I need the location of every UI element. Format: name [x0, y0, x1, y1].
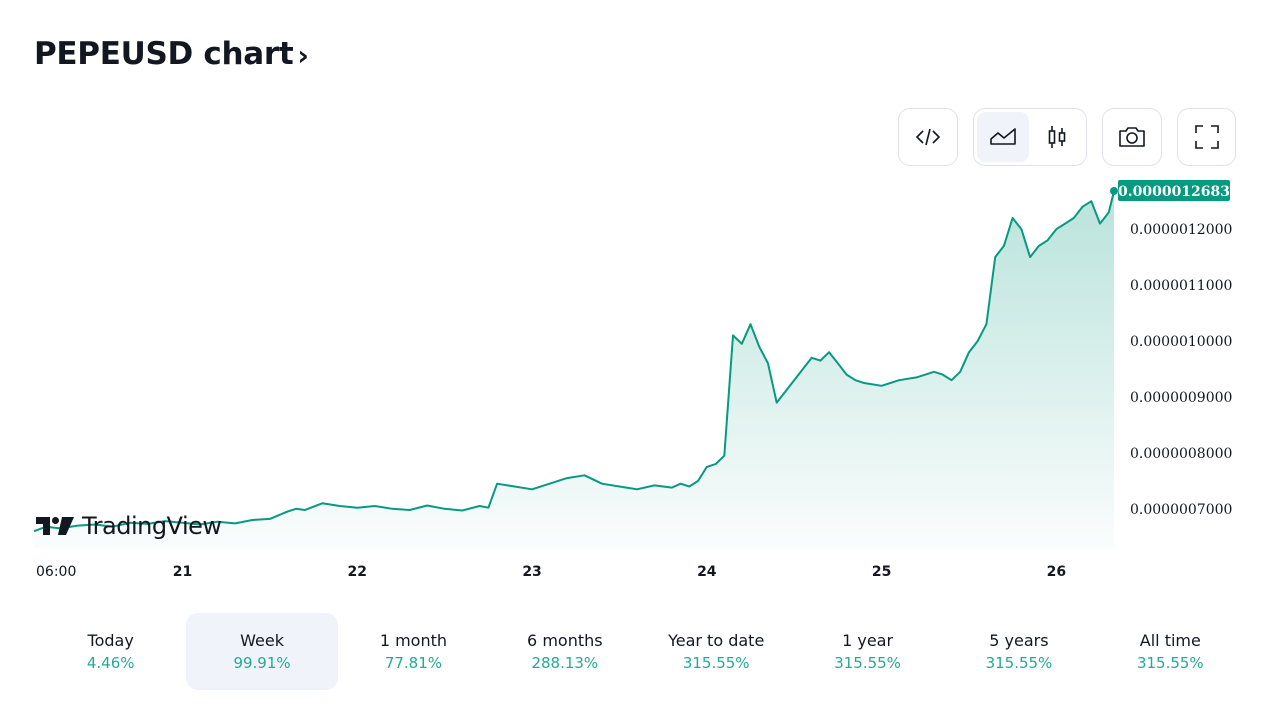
- period-tab[interactable]: Week 99.91%: [186, 613, 338, 690]
- period-label: 6 months: [527, 631, 603, 650]
- area-chart-icon: [990, 128, 1016, 145]
- period-selector: Today 4.46% Week 99.91% 1 month 77.81% 6 month…: [35, 613, 1246, 690]
- period-label: 5 years: [989, 631, 1049, 650]
- period-change: 288.13%: [531, 654, 599, 672]
- period-label: Today: [87, 631, 134, 650]
- y-axis-label: 0.0000008000: [1130, 446, 1232, 462]
- period-label: Week: [240, 631, 284, 650]
- period-tab[interactable]: 5 years 315.55%: [943, 613, 1094, 690]
- y-axis-label: 0.0000007000: [1130, 502, 1232, 518]
- area-chart-button[interactable]: [977, 112, 1029, 162]
- x-axis-label: 06:00: [36, 564, 76, 580]
- x-axis-label: 25: [872, 564, 891, 580]
- y-axis-label: 0.0000010000: [1130, 334, 1232, 350]
- x-axis-label: 26: [1047, 564, 1066, 580]
- last-price-badge: [1118, 179, 1230, 201]
- period-label: All time: [1139, 631, 1201, 650]
- last-price-dot: [1110, 186, 1118, 195]
- period-change: 77.81%: [384, 654, 443, 672]
- y-axis-label: 0.0000012000: [1130, 222, 1232, 238]
- period-label: 1 month: [379, 631, 448, 650]
- last-price-label: 0.0000012683: [1118, 184, 1230, 200]
- candlestick-icon: [1048, 126, 1066, 148]
- y-axis-label: 0.0000011000: [1130, 278, 1232, 294]
- period-change: 315.55%: [682, 654, 750, 672]
- x-axis-label: 21: [173, 564, 192, 580]
- fullscreen-icon: [1194, 125, 1219, 149]
- tradingview-logo-icon: [36, 517, 74, 535]
- period-label: 1 year: [842, 631, 894, 650]
- period-tab[interactable]: 1 year 315.55%: [792, 613, 943, 690]
- tradingview-logo-text: TradingView: [82, 512, 222, 540]
- period-tab[interactable]: Today 4.46%: [35, 613, 186, 690]
- screenshot-button[interactable]: [1102, 108, 1162, 166]
- x-axis-label: 22: [348, 564, 367, 580]
- period-tab[interactable]: 1 month 77.81%: [338, 613, 489, 690]
- page-title-text: PEPEUSD chart: [34, 36, 294, 72]
- fullscreen-button[interactable]: [1177, 108, 1236, 166]
- code-icon: [915, 128, 941, 146]
- price-chart[interactable]: 0.0000012000 0.0000011000 0.0000010000 0.00…: [0, 0, 1280, 600]
- price-area: [34, 191, 1114, 548]
- y-axis-label: 0.0000009000: [1130, 390, 1232, 406]
- y-axis-labels: 0.0000012000 0.0000011000 0.0000010000 0.00…: [1130, 222, 1232, 518]
- tradingview-logo[interactable]: TradingView: [36, 512, 222, 540]
- x-axis-label: 23: [522, 564, 541, 580]
- chart-style-toggle: [973, 108, 1087, 166]
- period-tab[interactable]: Year to date 315.55%: [641, 613, 792, 690]
- period-change: 315.55%: [834, 654, 901, 672]
- price-line: [33, 190, 1115, 533]
- chevron-right-icon: ›: [297, 38, 309, 72]
- last-price-marker: 0.0000012683: [1110, 179, 1230, 201]
- period-change: 315.55%: [1136, 654, 1204, 672]
- period-tab[interactable]: All time 315.55%: [1095, 613, 1246, 690]
- x-axis-label: 24: [697, 564, 717, 580]
- embed-code-button[interactable]: [898, 108, 958, 166]
- x-axis-labels: 06:00 21 22 23 24 25 26: [36, 564, 1066, 580]
- camera-icon: [1119, 127, 1145, 147]
- period-change: 4.46%: [86, 654, 135, 672]
- period-change: 315.55%: [985, 654, 1053, 672]
- period-tab[interactable]: 6 months 288.13%: [489, 613, 640, 690]
- period-change: 99.91%: [233, 654, 291, 672]
- page-title[interactable]: PEPEUSD chart ›: [34, 36, 309, 72]
- candles-chart-button[interactable]: [1031, 112, 1083, 162]
- period-label: Year to date: [668, 631, 765, 650]
